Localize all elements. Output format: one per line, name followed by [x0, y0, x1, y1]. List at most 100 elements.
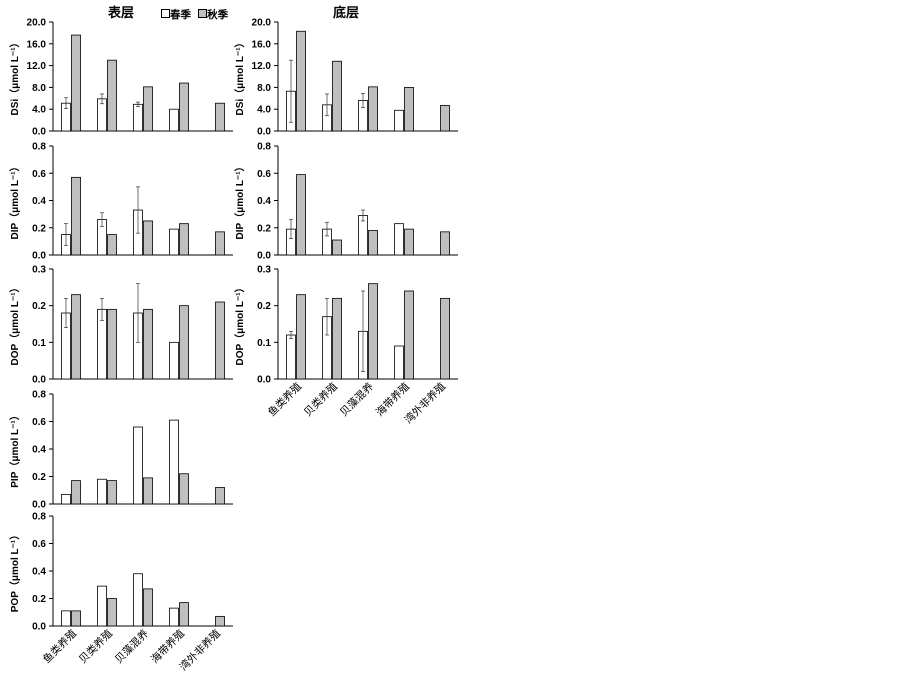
bar-left-4-s0-c2	[133, 573, 143, 627]
bar-right-1-s1-c3	[404, 228, 414, 256]
category-label-right-1: 贝类养殖	[301, 380, 340, 419]
bar-left-1-s1-c4	[215, 231, 225, 256]
bar-right-1-s0-c2	[358, 215, 368, 256]
y-tick-label-left-4-3: 0.6	[32, 539, 46, 550]
bar-left-3-s1-c0	[71, 480, 81, 505]
y-tick-label-left-4-2: 0.4	[32, 567, 46, 578]
bar-left-4-s0-c0	[61, 610, 71, 627]
bar-left-3-s0-c2	[133, 426, 143, 505]
bar-left-0-s1-c0	[71, 34, 81, 132]
y-axis-label-left-0: DSi（μmol L⁻¹）	[8, 37, 21, 115]
y-tick-label-right-1-4: 0.8	[257, 142, 271, 153]
y-tick-label-left-0-0: 0.0	[32, 127, 46, 138]
y-tick-label-left-1-2: 0.4	[32, 196, 46, 207]
y-tick-label-right-2-1: 0.1	[257, 338, 271, 349]
y-tick-label-right-1-1: 0.2	[257, 223, 271, 234]
bar-left-3-s1-c1	[107, 480, 117, 505]
category-label-left-2: 贝藻混养	[112, 627, 151, 666]
y-tick-label-left-1-3: 0.6	[32, 169, 46, 180]
y-tick-label-left-0-4: 16.0	[27, 39, 47, 50]
bar-left-3-s0-c0	[61, 493, 71, 505]
bar-left-3-s1-c3	[179, 473, 189, 505]
bar-right-2-s1-c3	[404, 290, 414, 380]
bar-right-0-s1-c1	[332, 60, 342, 132]
y-tick-label-left-1-0: 0.0	[32, 251, 46, 262]
y-axis-label-left-4: POP（μmol L⁻¹）	[8, 530, 21, 613]
y-tick-label-left-3-3: 0.6	[32, 417, 46, 428]
bar-left-4-s1-c2	[143, 588, 153, 627]
y-tick-label-left-2-3: 0.3	[32, 265, 46, 276]
y-tick-label-left-2-1: 0.1	[32, 338, 46, 349]
right-column-title: 底层	[333, 6, 360, 21]
y-tick-label-right-1-3: 0.6	[257, 169, 271, 180]
y-tick-label-right-1-2: 0.4	[257, 196, 271, 207]
bar-right-2-s0-c0	[286, 334, 296, 380]
bar-right-0-s1-c3	[404, 87, 414, 132]
bar-left-1-s0-c3	[169, 228, 179, 256]
bar-left-1-s1-c3	[179, 223, 189, 256]
bar-left-1-s1-c2	[143, 220, 153, 256]
bar-left-3-s0-c3	[169, 419, 179, 505]
bar-right-2-s1-c2	[368, 283, 378, 380]
y-tick-label-right-1-0: 0.0	[257, 251, 271, 262]
bar-right-2-s1-c1	[332, 297, 342, 380]
y-tick-label-left-0-5: 20.0	[27, 18, 47, 29]
bar-left-2-s1-c3	[179, 305, 189, 380]
bar-left-0-s0-c2	[133, 103, 143, 132]
bar-left-2-s0-c3	[169, 341, 179, 380]
y-tick-label-left-3-0: 0.0	[32, 500, 46, 511]
bar-left-0-s0-c3	[169, 108, 179, 132]
bar-left-2-s1-c2	[143, 308, 153, 380]
bar-left-0-s1-c3	[179, 82, 189, 132]
bar-left-4-s1-c1	[107, 598, 117, 627]
y-tick-label-left-0-3: 12.0	[27, 61, 47, 72]
y-tick-label-right-0-5: 20.0	[252, 18, 272, 29]
y-tick-label-right-2-0: 0.0	[257, 375, 271, 386]
legend-swatch-spring	[161, 9, 170, 18]
bar-right-0-s1-c2	[368, 86, 378, 132]
bar-right-0-s1-c0	[296, 30, 306, 132]
bar-left-2-s1-c0	[71, 294, 81, 380]
y-tick-label-right-2-3: 0.3	[257, 265, 271, 276]
bar-left-0-s1-c1	[107, 59, 117, 132]
bar-left-1-s1-c1	[107, 234, 117, 256]
bar-right-0-s1-c4	[440, 104, 450, 132]
bar-left-2-s1-c4	[215, 301, 225, 380]
bar-left-3-s1-c2	[143, 477, 153, 505]
category-label-right-2: 贝藻混养	[337, 380, 376, 419]
y-tick-label-right-2-2: 0.2	[257, 301, 271, 312]
bar-left-4-s0-c3	[169, 607, 179, 627]
legend: 春季 秋季	[161, 3, 228, 22]
bar-left-2-s1-c1	[107, 308, 117, 380]
y-tick-label-left-2-0: 0.0	[32, 375, 46, 386]
bar-right-1-s1-c1	[332, 239, 342, 256]
bar-right-1-s1-c4	[440, 231, 450, 256]
bar-left-4-s0-c1	[97, 585, 107, 627]
y-axis-label-left-1: DIP（μmol L⁻¹）	[8, 161, 21, 239]
y-tick-label-left-0-2: 8.0	[32, 83, 46, 94]
bar-right-2-s0-c3	[394, 345, 404, 380]
bar-right-1-s0-c3	[394, 223, 404, 256]
bar-right-2-s1-c0	[296, 294, 306, 380]
y-axis-label-right-0: DSi（μmol L⁻¹）	[233, 37, 246, 115]
bar-right-1-s1-c2	[368, 230, 378, 256]
y-axis-label-left-3: PIP（μmol L⁻¹）	[8, 410, 21, 488]
y-axis-label-right-2: DOP（μmol L⁻¹）	[233, 282, 246, 365]
legend-label-spring: 春季	[170, 9, 191, 21]
bar-right-0-s0-c3	[394, 109, 404, 132]
y-tick-label-left-3-1: 0.2	[32, 472, 46, 483]
bar-right-1-s1-c0	[296, 174, 306, 256]
bar-left-4-s1-c3	[179, 602, 189, 627]
legend-swatch-autumn	[198, 9, 208, 18]
bar-left-3-s0-c1	[97, 478, 107, 505]
y-tick-label-left-4-0: 0.0	[32, 622, 46, 633]
bar-left-0-s1-c4	[215, 102, 225, 132]
y-tick-label-left-4-1: 0.2	[32, 594, 46, 605]
bar-left-0-s1-c2	[143, 86, 153, 132]
y-tick-label-left-1-4: 0.8	[32, 142, 46, 153]
y-tick-label-right-0-3: 12.0	[252, 61, 272, 72]
y-tick-label-left-3-2: 0.4	[32, 445, 46, 456]
y-tick-label-left-1-1: 0.2	[32, 223, 46, 234]
category-label-left-1: 贝类养殖	[76, 627, 115, 666]
